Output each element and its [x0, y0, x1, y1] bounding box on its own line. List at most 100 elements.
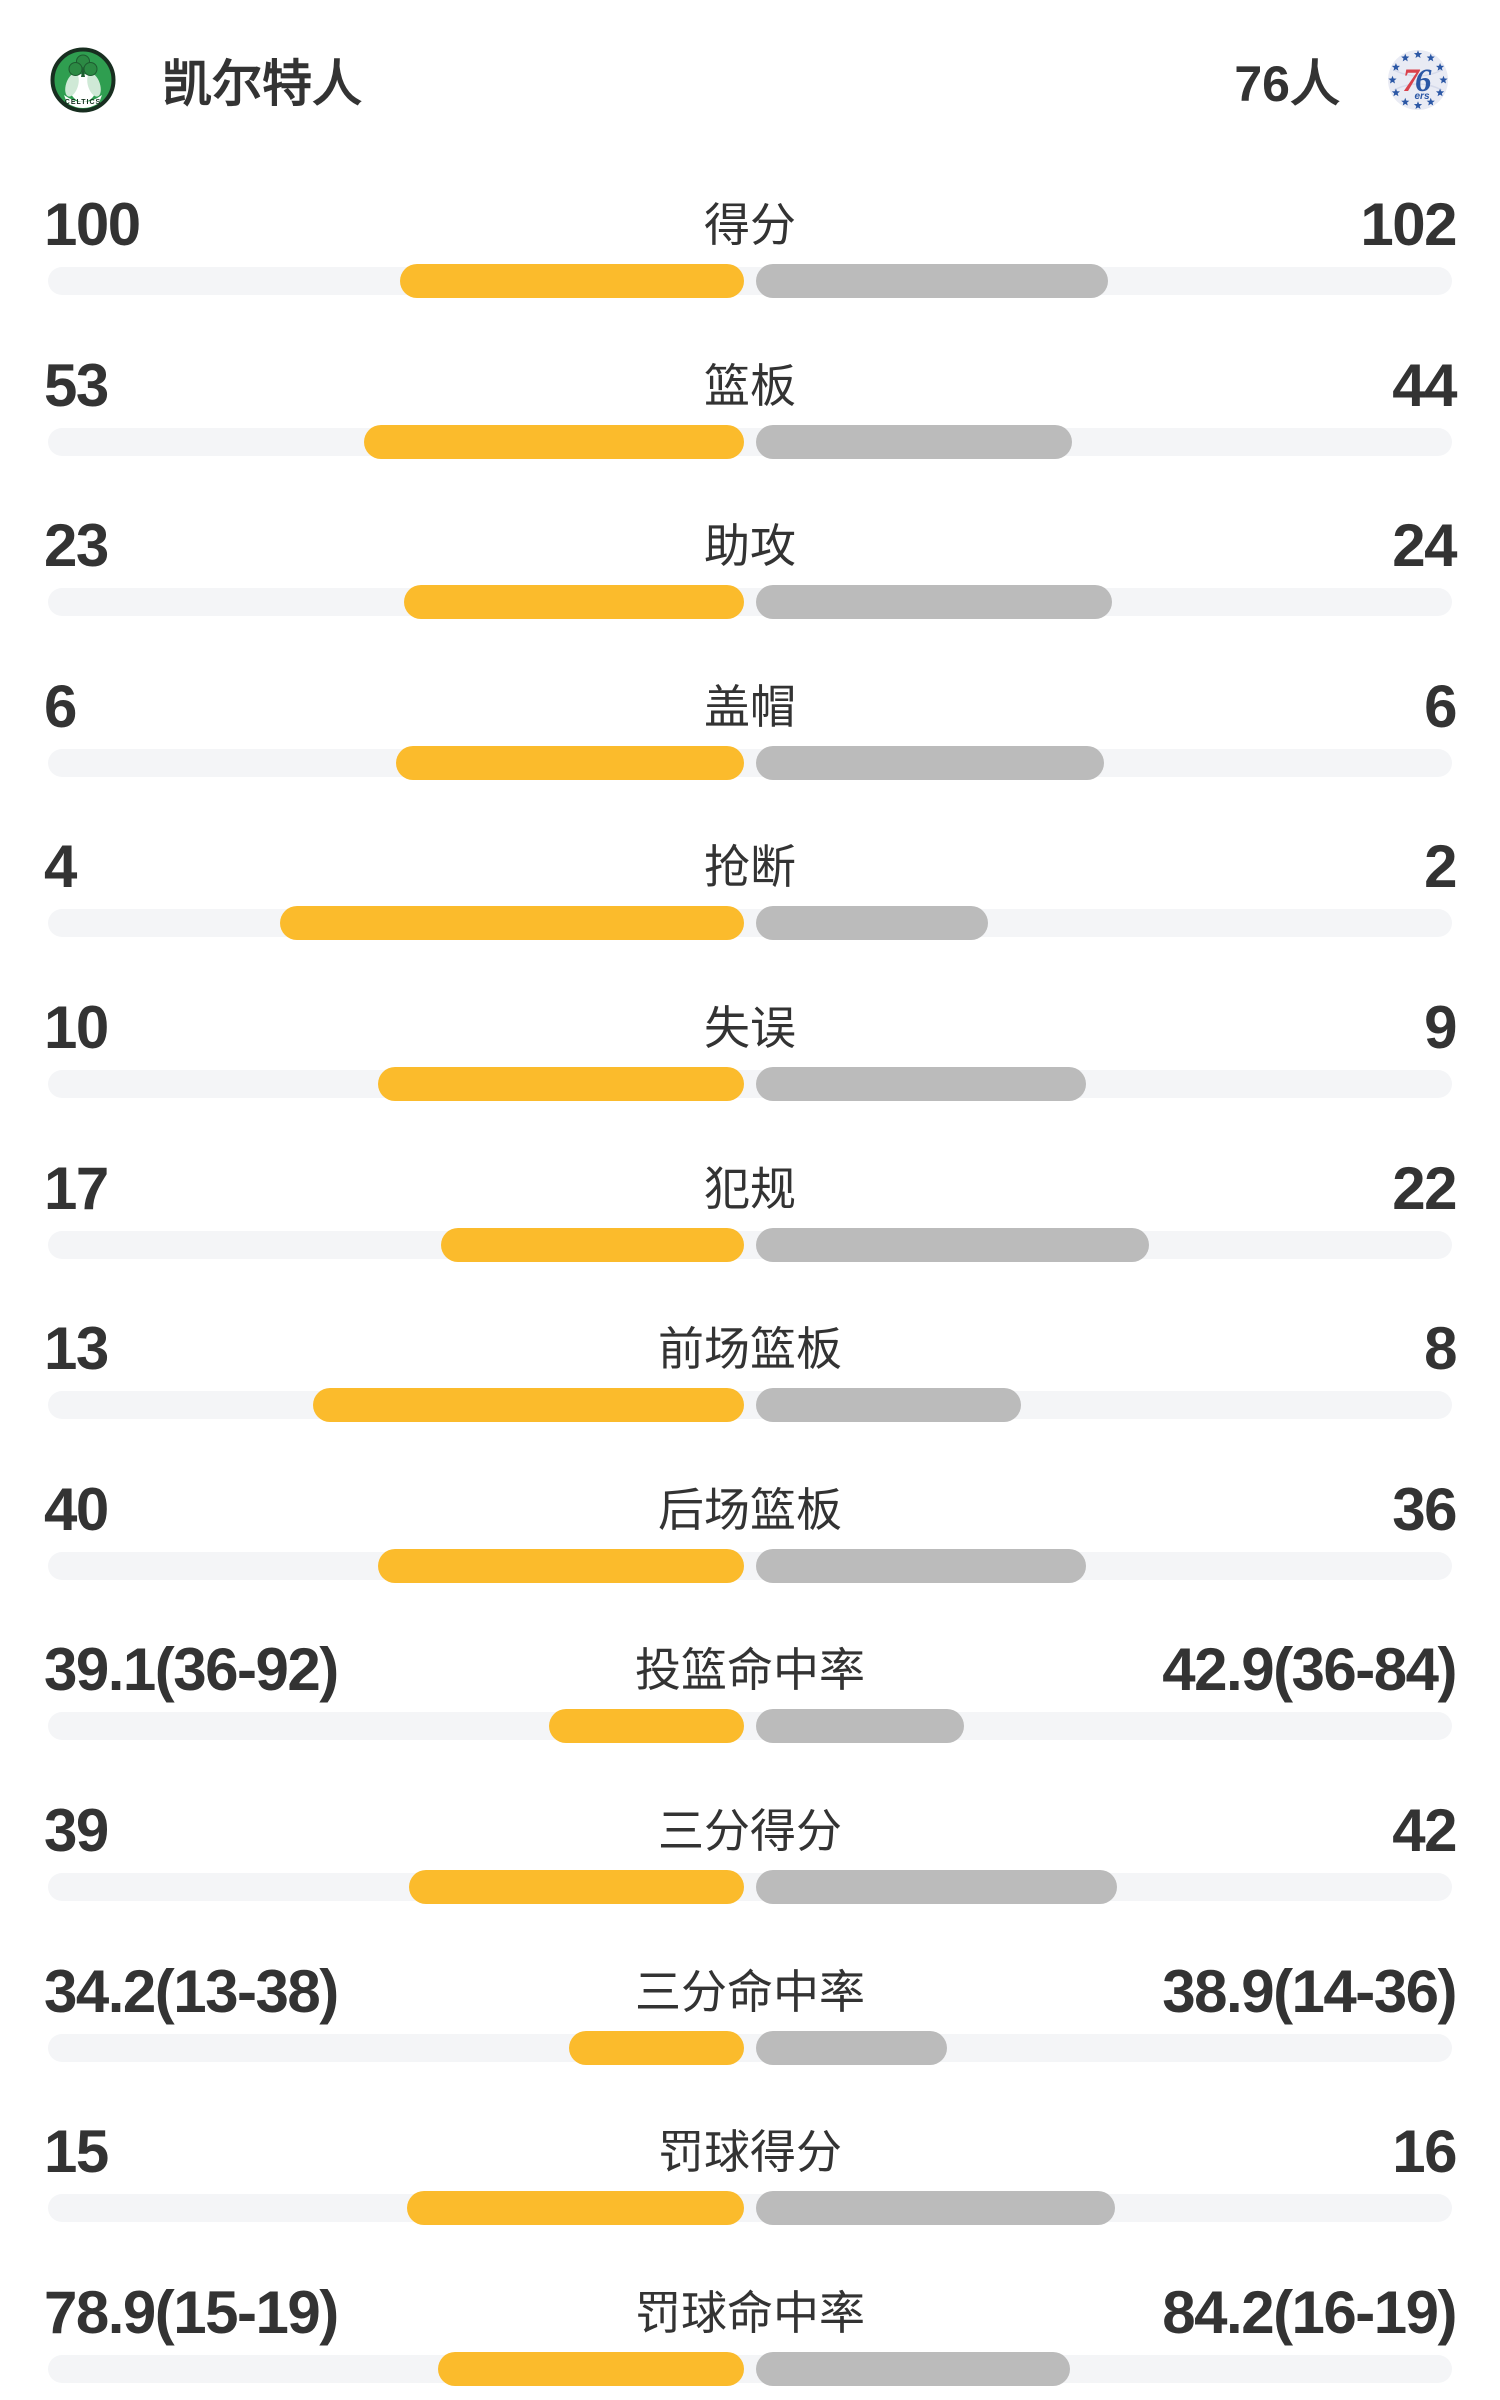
home-bar: [549, 1709, 744, 1744]
stat-label: 失误: [704, 1001, 796, 1054]
home-bar: [403, 585, 744, 620]
stat-label: 前场篮板: [658, 1323, 842, 1376]
stat-label: 得分: [704, 199, 796, 251]
away-bar: [756, 1066, 1086, 1101]
bar-track: [48, 427, 1452, 456]
bar-track: [48, 1872, 1452, 1901]
bar-track: [48, 267, 1452, 295]
home-stat-value: 39.1(36-92): [44, 1636, 339, 1704]
away-bar: [756, 1227, 1149, 1262]
home-team-header: CELTICS 凯尔特人: [50, 44, 362, 116]
home-stat-value: 34.2(13-38): [44, 1957, 339, 2025]
stat-comparison-bar: [48, 745, 1452, 780]
home-bar: [399, 264, 744, 298]
away-stat-value: 24: [1392, 512, 1457, 580]
home-stat-value: 39: [44, 1796, 109, 1864]
away-stat-value: 42.9(36-84): [1162, 1636, 1457, 1704]
stat-label: 三分命中率: [635, 1965, 865, 2018]
away-bar: [756, 264, 1108, 298]
match-stats-header: CELTICS 凯尔特人 76人 76 ers: [0, 0, 1500, 146]
home-stat-value: 6: [44, 672, 77, 740]
stat-comparison-bar: [48, 1548, 1452, 1583]
svg-text:76: 76: [1403, 63, 1433, 99]
away-stat-value: 16: [1392, 2118, 1457, 2186]
home-bar: [407, 2191, 744, 2226]
celtics-logo-icon: CELTICS: [50, 47, 116, 113]
bar-track: [48, 1069, 1452, 1098]
away-stat-value: 8: [1424, 1315, 1457, 1383]
home-bar: [377, 1548, 744, 1583]
stat-comparison-bar: [48, 1066, 1452, 1101]
stat-label: 后场篮板: [658, 1483, 842, 1536]
stat-row: 4 抢断 2: [0, 788, 1500, 949]
stat-row: 39 三分得分 42: [0, 1752, 1500, 1913]
stat-row: 39.1(36-92) 投篮命中率 42.9(36-84): [0, 1591, 1500, 1752]
home-stat-value: 53: [44, 351, 109, 419]
stat-label: 篮板: [704, 359, 796, 412]
bar-track: [48, 909, 1452, 938]
stat-row: 17 犯规 22: [0, 1110, 1500, 1271]
away-bar: [756, 745, 1104, 780]
home-stat-value: 10: [44, 993, 109, 1061]
away-bar: [756, 585, 1112, 620]
away-bar: [756, 1548, 1086, 1583]
home-bar: [364, 424, 744, 459]
home-bar: [377, 1066, 744, 1101]
stat-label: 投篮命中率: [635, 1644, 865, 1697]
home-stat-value: 17: [44, 1154, 109, 1222]
stat-row: 13 前场篮板 8: [0, 1270, 1500, 1431]
stat-label: 助攻: [704, 520, 796, 573]
away-team-header: 76人 76 ers: [1234, 44, 1450, 116]
bar-track: [48, 2194, 1452, 2223]
bar-track: [48, 1391, 1452, 1420]
stat-comparison-bar: [48, 585, 1452, 620]
stat-comparison-bar: [48, 1227, 1452, 1262]
home-bar: [396, 745, 744, 780]
bar-track: [48, 588, 1452, 617]
stat-comparison-bar: [48, 1388, 1452, 1423]
away-stat-value: 22: [1392, 1154, 1457, 1222]
away-stat-value: 42: [1392, 1796, 1457, 1864]
stat-label: 盖帽: [704, 680, 796, 733]
stat-label: 罚球得分: [658, 2126, 842, 2179]
stat-row: 34.2(13-38) 三分命中率 38.9(14-36): [0, 1913, 1500, 2074]
stat-comparison-bar: [48, 424, 1452, 459]
bar-track: [48, 1551, 1452, 1580]
away-stat-value: 102: [1360, 191, 1457, 258]
away-stat-value: 2: [1424, 833, 1457, 901]
stat-row: 40 后场篮板 36: [0, 1431, 1500, 1592]
home-stat-value: 23: [44, 512, 109, 580]
home-bar: [569, 2030, 744, 2065]
bar-track: [48, 2354, 1452, 2383]
bar-track: [48, 748, 1452, 777]
away-bar: [756, 2191, 1116, 2226]
stat-label: 罚球命中率: [635, 2286, 865, 2339]
stat-row: 15 罚球得分 16: [0, 2073, 1500, 2234]
home-stat-value: 40: [44, 1475, 109, 1543]
stat-comparison-bar: [48, 1869, 1452, 1904]
home-team-name: 凯尔特人: [162, 56, 362, 112]
away-stat-value: 84.2(16-19): [1162, 2278, 1457, 2346]
stat-row: 10 失误 9: [0, 949, 1500, 1110]
away-bar: [756, 1869, 1118, 1904]
bar-track: [48, 1712, 1452, 1741]
stat-row: 78.9(15-19) 罚球命中率 84.2(16-19): [0, 2234, 1500, 2395]
stat-comparison-bar: [48, 2030, 1452, 2065]
stat-comparison-bar: [48, 2351, 1452, 2386]
stat-comparison-bar: [48, 2191, 1452, 2226]
bar-track: [48, 2033, 1452, 2062]
stat-comparison-bar: [48, 264, 1452, 298]
home-bar: [440, 1227, 744, 1262]
stat-row: 100 得分 102: [0, 146, 1500, 307]
home-stat-value: 13: [44, 1315, 109, 1383]
away-stat-value: 9: [1424, 993, 1457, 1061]
svg-text:CELTICS: CELTICS: [65, 99, 101, 106]
away-bar: [756, 2030, 947, 2065]
home-stat-value: 100: [44, 191, 141, 258]
away-stat-value: 38.9(14-36): [1162, 1957, 1457, 2025]
away-bar: [756, 424, 1072, 459]
home-stat-value: 78.9(15-19): [44, 2278, 339, 2346]
away-stat-value: 36: [1392, 1475, 1457, 1543]
away-bar: [756, 1709, 965, 1744]
home-bar: [437, 2351, 744, 2386]
